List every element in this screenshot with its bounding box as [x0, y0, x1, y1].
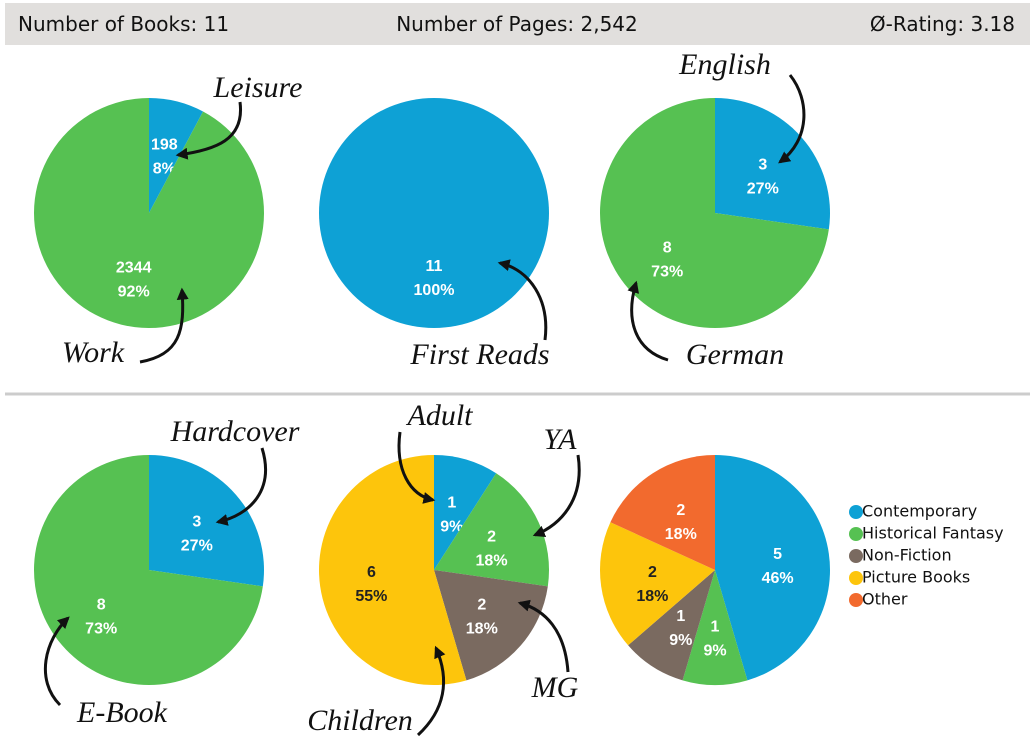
- slice-label: 5 46%: [762, 546, 794, 587]
- slice-percent: 18%: [665, 526, 697, 543]
- slice-value: 11: [426, 258, 443, 275]
- annotation-arrow: [175, 101, 243, 160]
- category-annotation: YA: [544, 423, 578, 456]
- slice-percent: 9%: [669, 632, 692, 649]
- slice-label: 2 18%: [476, 529, 508, 570]
- slice-value: 1: [447, 494, 456, 511]
- category-annotation: Children: [307, 704, 413, 737]
- slice-value: 3: [758, 157, 767, 174]
- slice-value: 198: [151, 137, 178, 154]
- slice-label: 6 55%: [355, 564, 387, 605]
- slice-label: 8 73%: [651, 239, 683, 280]
- pie-slice: [715, 455, 830, 681]
- header-stat: Number of Books: 11: [18, 12, 229, 36]
- pie-slice: [599, 522, 715, 646]
- category-annotation: English: [678, 48, 771, 81]
- legend-label: Picture Books: [862, 568, 970, 587]
- header-stat: Number of Pages: 2,542: [396, 12, 638, 36]
- slice-value: 3: [192, 514, 201, 531]
- slice-label: 1 9%: [669, 608, 692, 649]
- category-annotation: First Reads: [409, 338, 549, 371]
- pie-slice: [628, 570, 715, 681]
- slice-percent: 73%: [651, 263, 683, 280]
- slice-percent: 18%: [476, 553, 508, 570]
- slice-label: 3 27%: [747, 157, 779, 198]
- annotation-arrow: [397, 431, 436, 504]
- legend-label: Historical Fantasy: [862, 524, 1004, 543]
- slice-percent: 9%: [703, 642, 726, 659]
- annotation-arrow: [497, 259, 548, 341]
- annotation-arrow: [44, 616, 70, 707]
- slice-percent: 73%: [85, 620, 117, 637]
- legend-swatch: [849, 571, 863, 585]
- slice-value: 2: [477, 596, 486, 613]
- slice-label: 2 18%: [636, 564, 668, 605]
- pie-slice: [434, 473, 549, 587]
- legend-swatch: [849, 549, 863, 563]
- pie-slice: [318, 455, 467, 686]
- pie-slice: [434, 570, 548, 681]
- annotation-arrow: [778, 74, 806, 164]
- slice-percent: 92%: [118, 283, 150, 300]
- pie-slice: [33, 455, 263, 685]
- annotation-arrow: [532, 454, 581, 537]
- pie-slice: [149, 455, 264, 587]
- annotation-arrow: [517, 599, 570, 673]
- category-annotation: MG: [531, 671, 579, 704]
- slice-value: 8: [663, 239, 672, 256]
- pie-slice: [610, 455, 715, 570]
- category-annotation: Hardcover: [170, 415, 300, 448]
- slice-value: 8: [97, 596, 106, 613]
- annotation-arrow: [139, 287, 189, 364]
- slice-label: 1 9%: [440, 494, 463, 535]
- slice-label: 1 9%: [703, 618, 726, 659]
- slice-value: 6: [367, 564, 376, 581]
- header-bar: [5, 3, 1030, 45]
- slice-value: 2344: [116, 259, 152, 276]
- category-annotation: Adult: [406, 399, 474, 432]
- slice-label: 3 27%: [181, 514, 213, 555]
- pie-slice: [434, 455, 497, 570]
- slice-label: 8 73%: [85, 596, 117, 637]
- annotation-arrow: [627, 280, 669, 362]
- pie-slice: [682, 570, 748, 685]
- slice-label: 2344 92%: [116, 259, 152, 300]
- pie-slice: [319, 98, 549, 328]
- slice-percent: 27%: [747, 181, 779, 198]
- slice-percent: 18%: [636, 588, 668, 605]
- annotation-arrow: [215, 447, 268, 526]
- legend-label: Other: [862, 590, 908, 609]
- slice-value: 2: [487, 529, 496, 546]
- legend-label: Contemporary: [862, 502, 977, 521]
- pie-slice: [599, 98, 829, 328]
- slice-percent: 9%: [440, 518, 463, 535]
- slice-label: 11 100%: [414, 258, 455, 299]
- legend-swatch: [849, 505, 863, 519]
- pie-slice: [33, 98, 264, 328]
- slice-percent: 18%: [466, 620, 498, 637]
- category-annotation: German: [686, 338, 784, 371]
- slice-value: 1: [711, 618, 720, 635]
- slice-percent: 100%: [414, 282, 455, 299]
- legend-swatch: [849, 593, 863, 607]
- category-annotation: Work: [62, 336, 125, 369]
- annotation-arrow: [416, 645, 446, 737]
- legend-swatch: [849, 527, 863, 541]
- slice-value: 1: [676, 608, 685, 625]
- category-annotation: E-Book: [76, 696, 168, 729]
- pie-slice: [715, 98, 830, 230]
- slice-value: 5: [773, 546, 782, 563]
- slice-percent: 27%: [181, 538, 213, 555]
- category-annotation: Leisure: [213, 71, 303, 104]
- legend-label: Non-Fiction: [862, 546, 952, 565]
- slice-percent: 55%: [355, 588, 387, 605]
- slice-value: 2: [676, 502, 685, 519]
- slice-percent: 46%: [762, 570, 794, 587]
- header-stat: Ø-Rating: 3.18: [870, 12, 1015, 36]
- slice-value: 2: [648, 564, 657, 581]
- slice-label: 2 18%: [466, 596, 498, 637]
- slice-label: 2 18%: [665, 502, 697, 543]
